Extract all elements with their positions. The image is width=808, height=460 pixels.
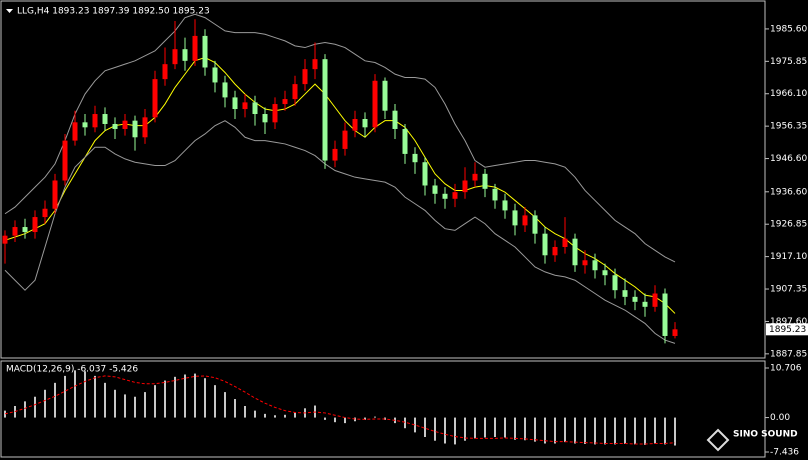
overlay-line	[4, 13, 676, 263]
candle-body	[522, 215, 528, 226]
candle-body	[172, 49, 178, 65]
candle-body	[352, 119, 358, 131]
candle-body	[562, 238, 568, 247]
signal-line	[4, 375, 676, 445]
candle-body	[252, 102, 258, 115]
candle-body	[572, 238, 578, 266]
last-price-box	[766, 323, 808, 336]
macd-frame	[0, 360, 766, 458]
candle-body	[422, 162, 428, 186]
y-tick-label: 1956.35	[770, 122, 807, 132]
candle-body	[212, 67, 218, 83]
main-frame	[0, 0, 766, 359]
candle-body	[552, 246, 558, 256]
y-tick-label: 1917.10	[770, 252, 807, 262]
overlay-line	[4, 120, 676, 344]
candle-body	[22, 227, 28, 233]
y-tick-label: 1907.35	[770, 285, 807, 295]
candle-body	[632, 296, 638, 302]
candle-body	[492, 188, 498, 201]
candle-body	[162, 64, 168, 80]
candle-body	[32, 217, 38, 233]
candle-body	[342, 130, 348, 149]
candle-body	[322, 59, 328, 161]
y-tick-label: 10.706	[770, 363, 802, 373]
candle-body	[182, 49, 188, 61]
candle-body	[202, 35, 208, 68]
candle-body	[642, 301, 648, 307]
candle-body	[242, 102, 248, 110]
candle-body	[482, 173, 488, 189]
candle-body	[512, 210, 518, 226]
candle-body	[102, 114, 108, 124]
candle-body	[382, 80, 388, 111]
candle-body	[502, 200, 508, 211]
candle-body	[292, 84, 298, 100]
y-tick-label: 1926.85	[770, 220, 807, 230]
title-arrow	[6, 9, 13, 13]
candle-body	[412, 153, 418, 163]
y-tick-label: 1975.85	[770, 57, 807, 67]
candle-body	[612, 275, 618, 291]
candle-body	[152, 79, 158, 118]
candle-body	[672, 329, 678, 336]
candle-body	[62, 140, 68, 181]
candle-body	[272, 104, 278, 123]
candle-body	[402, 128, 408, 154]
candle-body	[392, 110, 398, 129]
candle-body	[542, 233, 548, 256]
candle-body	[652, 293, 658, 307]
y-tick-label: 1897.60	[770, 317, 807, 327]
candle-body	[442, 193, 448, 199]
candle-body	[72, 122, 78, 141]
candle-body	[472, 173, 478, 181]
y-tick-label: 1887.85	[770, 349, 807, 359]
candle-body	[12, 227, 18, 236]
candle-body	[192, 35, 198, 61]
candle-body	[282, 99, 288, 105]
y-tick-label: 1985.60	[770, 24, 807, 34]
candle-body	[132, 120, 138, 138]
candle-body	[42, 208, 48, 218]
candle-body	[312, 59, 318, 70]
candle-body	[82, 122, 88, 128]
macd-title: MACD(12,26,9) -6.037 -5.426	[6, 365, 138, 375]
candle-body	[2, 235, 8, 244]
y-tick-label: 1966.10	[770, 89, 807, 99]
y-tick-label: 0.00	[770, 413, 790, 423]
candle-body	[432, 185, 438, 194]
candle-body	[462, 180, 468, 193]
candle-body	[112, 123, 118, 129]
candle-body	[532, 215, 538, 234]
chart-title: LLG,H4 1893.23 1897.39 1892.50 1895.23	[17, 7, 210, 17]
last-price-label: 1895.23	[769, 325, 806, 335]
watermark: SINO SOUND	[733, 430, 798, 440]
y-tick-label: 1936.60	[770, 187, 807, 197]
candle-body	[662, 293, 668, 336]
candle-body	[332, 148, 338, 161]
candle-body	[452, 192, 458, 199]
candle-body	[92, 114, 98, 128]
candle-body	[622, 290, 628, 297]
candle-body	[372, 80, 378, 128]
candle-body	[52, 180, 58, 209]
candle-body	[262, 114, 268, 123]
candle-body	[582, 260, 588, 266]
logo: SINO SOUND	[706, 428, 798, 452]
candle-body	[222, 82, 228, 98]
candle-body	[232, 97, 238, 110]
candle-body	[592, 260, 598, 271]
candle-body	[302, 69, 308, 85]
candle-body	[142, 117, 148, 138]
candle-body	[122, 120, 128, 129]
y-tick-label: -7.436	[770, 447, 799, 457]
logo-icon	[706, 428, 730, 452]
candle-body	[362, 119, 368, 128]
y-tick-label: 1946.60	[770, 154, 807, 164]
candle-body	[602, 270, 608, 276]
